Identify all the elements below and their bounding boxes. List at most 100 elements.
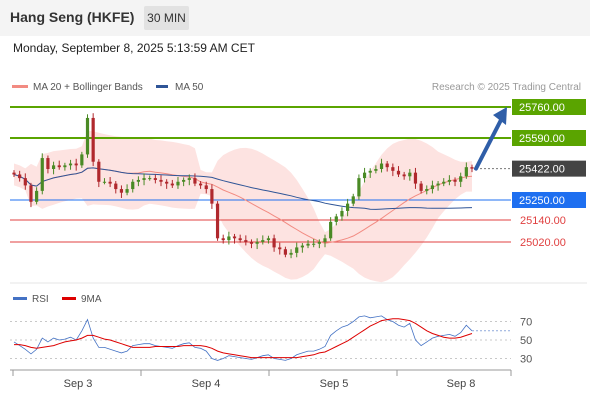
level-label: 25140.00	[520, 215, 566, 227]
legend-label-ma50: MA 50	[175, 82, 204, 93]
last-price-tag	[512, 160, 586, 177]
legend-swatch-rsi	[13, 297, 27, 300]
forecast-arrow-shaft	[474, 116, 504, 171]
chart-datetime: Monday, September 8, 2025 5:13:59 AM CET	[13, 41, 255, 55]
chart-header: Hang Seng (HKFE) 30 MIN	[0, 0, 590, 36]
level-tag-pivot	[512, 192, 586, 208]
candle-body	[148, 178, 152, 180]
bollinger-bands	[14, 130, 472, 283]
candle-body	[447, 179, 451, 182]
candle-body	[396, 170, 401, 175]
level-tag-resistance	[512, 130, 586, 146]
candle-body	[312, 243, 316, 245]
rsi-line	[13, 315, 473, 361]
ma50-line	[13, 167, 473, 210]
candle-body	[46, 158, 50, 169]
candle-body	[340, 210, 344, 217]
candle-body	[29, 185, 33, 202]
forecast-arrow	[474, 107, 507, 171]
candle-body	[430, 185, 435, 190]
candle-body	[442, 181, 446, 184]
legend-swatch-ma20	[12, 85, 28, 88]
candle-body	[289, 252, 293, 255]
candle-body	[402, 174, 406, 177]
price-legend: MA 20 + Bollinger Bands MA 50 Research ©…	[12, 82, 581, 93]
candle-body	[374, 169, 378, 171]
candle-body	[261, 240, 265, 242]
rsi-tick-label: 70	[520, 317, 532, 329]
candle-body	[368, 170, 372, 173]
candle-body	[323, 238, 327, 242]
candle-body	[51, 165, 56, 169]
candle-body	[176, 181, 180, 186]
price-panel: 25760.00 25590.00 25422.00 25250.00 25140.00…	[10, 99, 586, 283]
level-label: 25422.00	[519, 164, 565, 176]
candle-body	[198, 183, 203, 186]
forecast-arrow-head	[493, 107, 507, 125]
candle-body	[102, 181, 107, 183]
candle-body	[63, 165, 67, 168]
x-tick-label: Sep 8	[447, 378, 476, 390]
candle-body	[436, 183, 440, 186]
candle-body	[385, 163, 389, 168]
candle-body	[346, 203, 350, 211]
candle-body	[238, 238, 242, 241]
candle-body	[419, 183, 423, 191]
legend-label-rsi: RSI	[32, 294, 49, 305]
candle-body	[40, 158, 44, 191]
candle-body	[12, 172, 16, 175]
moving-averages	[13, 167, 473, 244]
candle-body	[18, 174, 22, 179]
x-axis: Sep 3 Sep 4 Sep 5 Sep 8	[10, 369, 512, 390]
candle-body	[204, 185, 208, 190]
candle-body	[119, 189, 124, 193]
candle-body	[459, 176, 463, 182]
candle-body	[272, 238, 276, 248]
candle-body	[453, 179, 457, 182]
candle-body	[295, 247, 299, 253]
candle-body	[68, 163, 73, 166]
legend-label-9ma: 9MA	[81, 294, 102, 305]
candle-body	[215, 203, 220, 239]
legend-swatch-ma50	[156, 85, 168, 88]
timeframe-button[interactable]: 30 MIN	[144, 6, 189, 30]
candle-body	[80, 154, 84, 166]
level-label: 25250.00	[519, 195, 565, 207]
candle-body	[170, 183, 174, 186]
rsi-grid: 70 50 30	[10, 317, 532, 366]
x-tick-label: Sep 5	[320, 378, 349, 390]
candle-body	[210, 189, 214, 204]
candle-body	[165, 181, 169, 184]
candle-body	[470, 167, 474, 169]
candle-body	[97, 161, 101, 182]
legend-label-ma20: MA 20 + Bollinger Bands	[33, 82, 143, 93]
candle-body	[114, 183, 118, 190]
x-tick-label: Sep 4	[192, 378, 221, 390]
candle-body	[329, 221, 333, 239]
candle-body	[153, 178, 157, 180]
candle-body	[91, 117, 95, 162]
candle-body	[413, 172, 418, 184]
x-tick-label: Sep 3	[64, 378, 93, 390]
rsi-ma9-line	[14, 318, 473, 359]
candle-body	[131, 181, 135, 190]
candle-body	[232, 236, 237, 239]
candle-body	[35, 190, 39, 202]
candle-body	[391, 167, 395, 171]
candle-body	[193, 178, 197, 184]
candle-body	[182, 179, 186, 182]
instrument-title: Hang Seng (HKFE)	[10, 9, 135, 25]
candle-body	[317, 241, 321, 244]
level-label: 25020.00	[520, 237, 566, 249]
candle-body	[187, 178, 191, 180]
candle-body	[159, 179, 163, 182]
level-tag-resistance	[512, 99, 586, 115]
level-label: 25590.00	[519, 133, 565, 145]
candle-body	[306, 243, 310, 246]
bollinger-band-fill	[14, 130, 472, 283]
candle-body	[283, 249, 288, 255]
candle-body	[108, 181, 112, 184]
candle-body	[357, 178, 361, 197]
legend-swatch-9ma	[62, 297, 76, 300]
